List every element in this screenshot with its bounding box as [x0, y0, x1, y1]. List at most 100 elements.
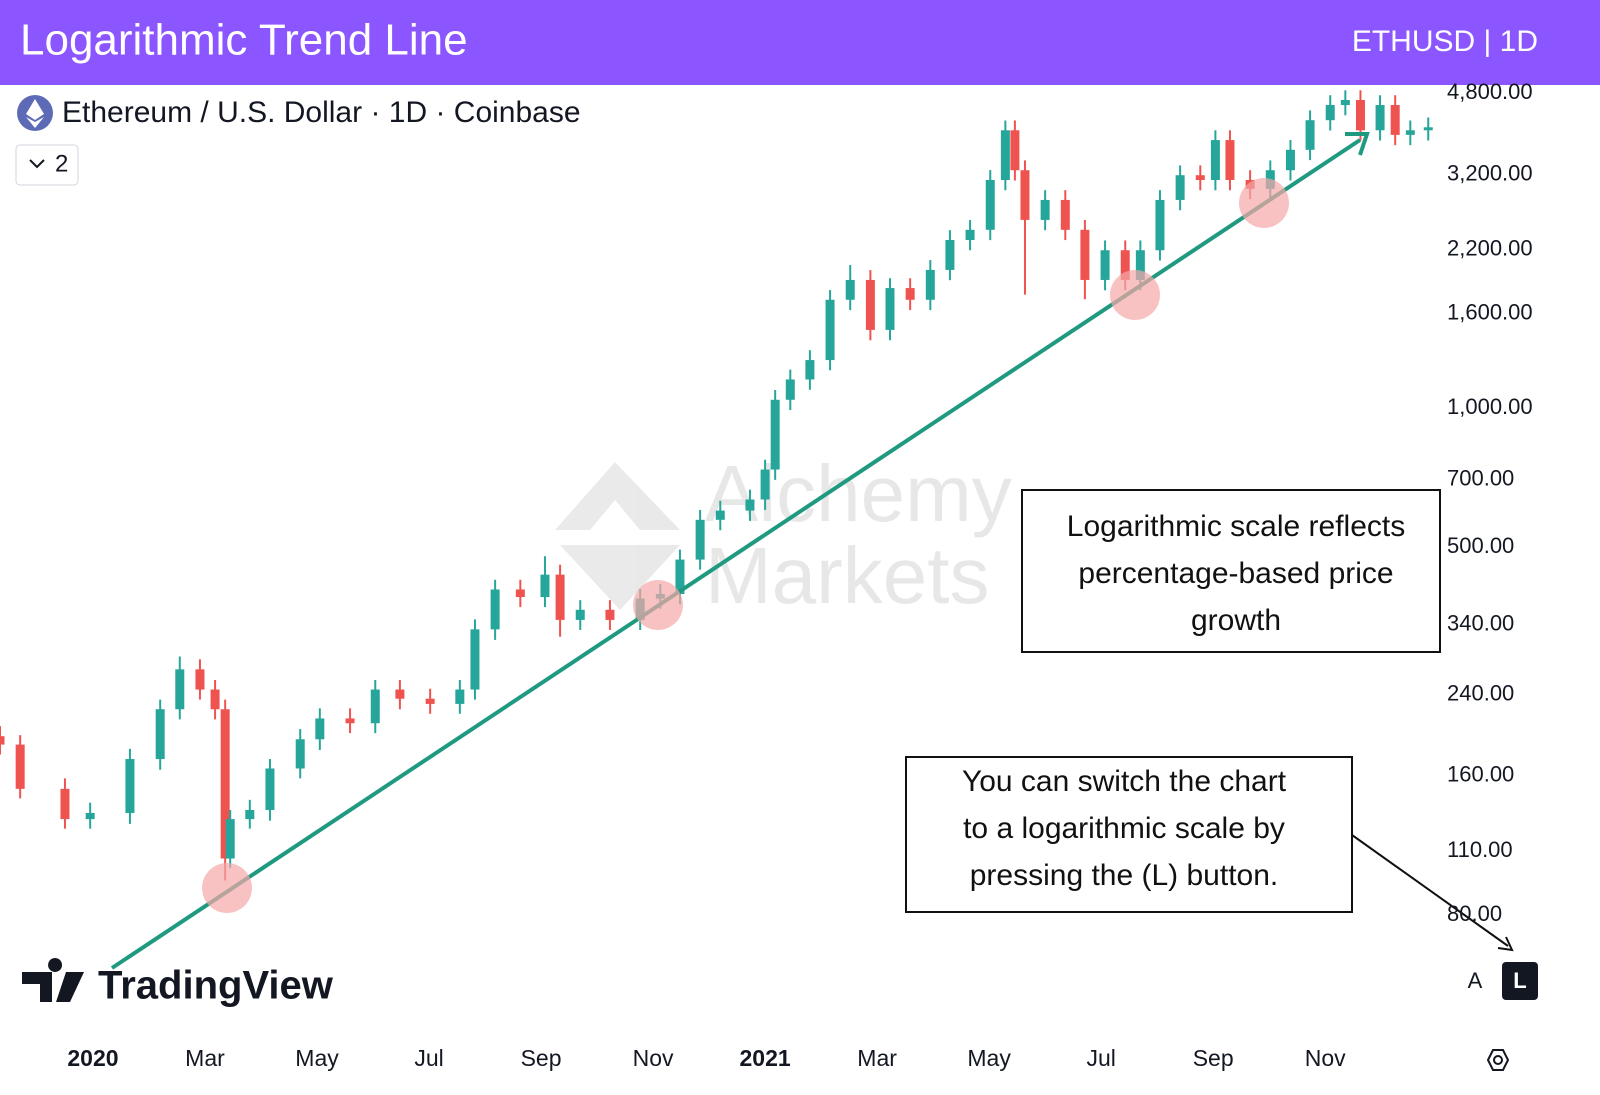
x-tick-label: Mar: [185, 1045, 225, 1071]
watermark-text: Alchemy: [705, 449, 1012, 538]
candle-body: [695, 519, 705, 560]
y-tick-label: 700.00: [1447, 465, 1514, 490]
candle-body: [1325, 105, 1335, 121]
annotation-text: pressing the (L) button.: [970, 859, 1279, 892]
candle-body: [945, 239, 955, 270]
log-scale-label: L: [1513, 968, 1526, 993]
candle-body: [1285, 149, 1295, 171]
candle-body: [965, 229, 975, 240]
candle-body: [1100, 250, 1110, 280]
watermark-icon: [555, 462, 680, 610]
header-badge: ETHUSD | 1D: [1352, 25, 1538, 58]
symbol-icon-glyph: [26, 99, 44, 128]
log-scale-button[interactable]: [1502, 962, 1538, 1000]
candle-body: [760, 469, 770, 500]
annotation-arrow: [1351, 834, 1509, 947]
candle-body: [1120, 250, 1130, 280]
candle-body: [745, 499, 755, 511]
annotation-text: Logarithmic scale reflects: [1067, 510, 1405, 543]
candle-body: [785, 379, 795, 400]
candle-body: [295, 739, 305, 769]
candle-body: [515, 589, 525, 598]
y-tick-label: 1,000.00: [1447, 394, 1533, 419]
candle-body: [1390, 105, 1400, 135]
symbol-title: Ethereum / U.S. Dollar · 1D · Coinbase: [62, 96, 581, 129]
settings-icon[interactable]: [1486, 1049, 1510, 1071]
candle-body: [1080, 229, 1090, 280]
candle-body: [805, 360, 815, 380]
x-tick-label: May: [967, 1045, 1011, 1071]
candle-body: [15, 744, 25, 789]
candle-body: [195, 669, 205, 690]
candle-body: [575, 609, 585, 620]
candle-body: [715, 510, 725, 520]
candle-body: [370, 689, 380, 724]
candle-body: [220, 709, 230, 859]
auto-scale-button[interactable]: [1460, 962, 1490, 1000]
candle-body: [770, 399, 780, 470]
candle-body: [0, 736, 5, 745]
candle-body: [85, 812, 95, 820]
y-tick-label: 2,200.00: [1447, 236, 1533, 261]
candle-body: [60, 788, 70, 820]
candle-body: [1175, 175, 1185, 200]
settings-dot: [1493, 1055, 1503, 1065]
y-tick-label: 1,600.00: [1447, 300, 1533, 325]
candle-body: [1375, 105, 1385, 131]
candle-body: [1195, 175, 1205, 180]
candle-body: [540, 574, 550, 598]
annotation-text: to a logarithmic scale by: [963, 812, 1285, 845]
candle-body: [1423, 127, 1433, 131]
candle-body: [1405, 130, 1415, 135]
candle-body: [885, 288, 895, 330]
x-tick-label: Sep: [1193, 1045, 1234, 1071]
header-title: Logarithmic Trend Line: [20, 16, 468, 65]
candle-body: [265, 768, 275, 810]
plot-area: [0, 90, 1433, 881]
x-tick-label: May: [295, 1045, 339, 1071]
annotation-text: You can switch the chart: [962, 765, 1287, 798]
x-tick-label: Sep: [521, 1045, 562, 1071]
candle-body: [985, 179, 995, 230]
y-tick-label: 110.00: [1447, 837, 1513, 862]
watermark-text: Markets: [705, 531, 990, 620]
auto-scale-label: A: [1468, 968, 1483, 993]
indicator-count: 2: [55, 150, 68, 177]
x-tick-label: Jul: [414, 1045, 443, 1071]
y-tick-label: 4,800.00: [1447, 79, 1533, 104]
logo-icon: [22, 958, 84, 1002]
touch-point: [633, 580, 683, 630]
y-tick-label: 500.00: [1447, 533, 1514, 558]
candle-body: [1305, 120, 1315, 150]
touch-point: [202, 863, 252, 913]
candle-body: [865, 279, 875, 330]
header-bar: [0, 0, 1600, 85]
annotation-text: growth: [1191, 604, 1281, 637]
candle-body: [395, 689, 405, 699]
candle-body: [210, 689, 220, 710]
candle-body: [1020, 170, 1030, 220]
touch-points: [202, 178, 1289, 913]
candle-body: [925, 269, 935, 300]
candle-body: [1210, 140, 1220, 180]
candle-body: [555, 574, 565, 620]
candle-body: [175, 669, 185, 710]
candle-body: [1135, 250, 1145, 280]
y-tick-label: 3,200.00: [1447, 160, 1533, 185]
x-tick-label: Jul: [1086, 1045, 1115, 1071]
candle-body: [225, 819, 235, 859]
y-tick-label: 80.00: [1447, 901, 1502, 926]
indicator-toggle[interactable]: [15, 144, 79, 186]
logo-text: TradingView: [98, 964, 334, 1008]
x-tick-label: Nov: [1305, 1045, 1346, 1071]
candle-body: [905, 288, 915, 300]
candle-body: [1000, 130, 1010, 180]
x-tick-label: Nov: [633, 1045, 674, 1071]
chevron-icon: [29, 159, 45, 169]
settings-hexagon: [1486, 1049, 1510, 1071]
y-tick-label: 240.00: [1447, 680, 1514, 705]
x-tick-label: 2020: [67, 1045, 118, 1071]
annotation-box: [1021, 489, 1441, 653]
candle-body: [470, 629, 480, 690]
